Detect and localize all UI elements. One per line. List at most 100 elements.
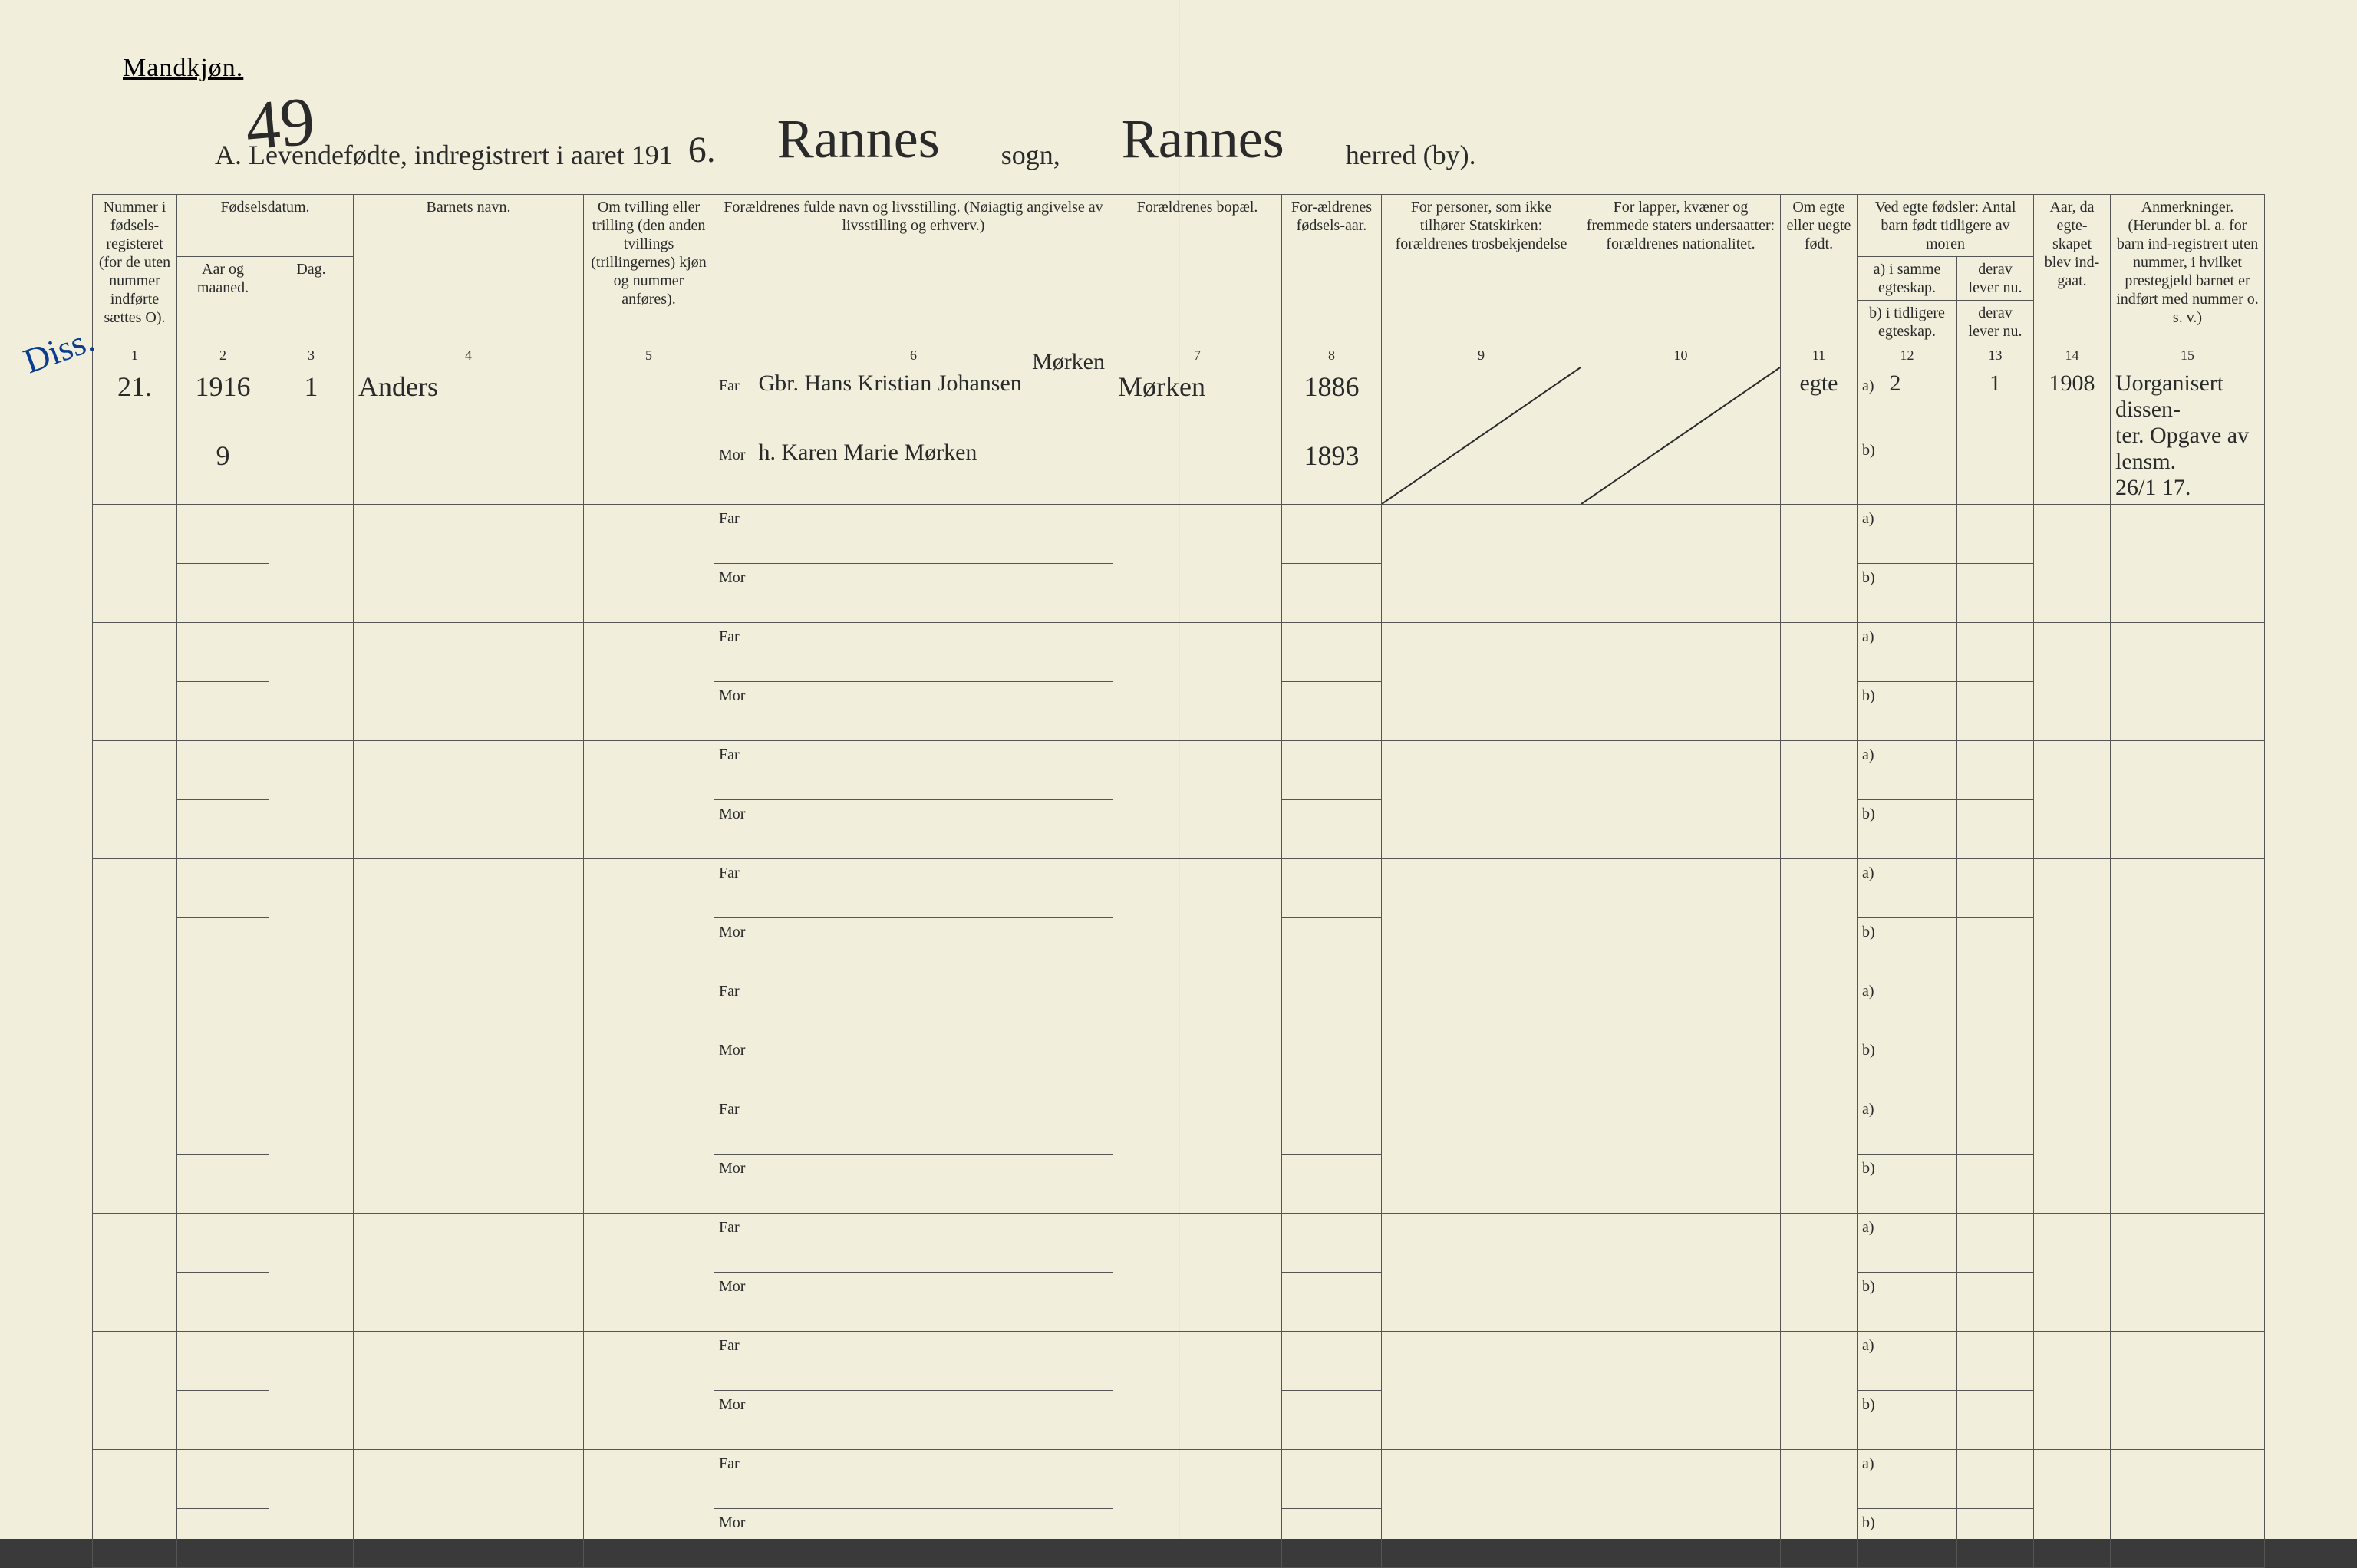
far-label: Far [719,510,754,528]
far-name: Gbr. Hans Kristian Johansen [759,371,1022,397]
col-number: 7 [1113,344,1282,367]
a-cell: a) [1858,505,1957,564]
empty-cell [1957,741,2034,800]
empty-row-far: Fara) [93,859,2265,918]
col-number: 11 [1781,344,1858,367]
empty-cell [2034,623,2111,741]
egteskap-aar: 1908 [2049,371,2095,396]
entry-row-far: 21. 1916 1 Anders Mørken Far Gbr. Hans K… [93,367,2265,436]
empty-row-far: Far a) [93,505,2265,564]
mor-cell: Mor [714,800,1113,859]
col-number: 3 [269,344,354,367]
empty-cell [1282,977,1382,1036]
empty-cell [1581,1450,1781,1568]
col-header: Om tvilling eller trilling (den anden tv… [584,195,714,344]
a-label: a) [1862,746,1885,764]
a-cell: a) [1858,1214,1957,1273]
col-header: Ved egte fødsler: Antal barn født tidlig… [1858,195,2034,257]
mor-cell: Mor [714,564,1113,623]
empty-cell [1113,1332,1282,1450]
empty-cell [1282,1509,1382,1568]
tros-cell [1382,367,1581,505]
empty-cell [269,977,354,1095]
empty-cell [1581,741,1781,859]
empty-cell [269,623,354,741]
empty-cell [1957,918,2034,977]
empty-cell [2034,741,2111,859]
col-header: Forældrenes bopæl. [1113,195,1282,344]
empty-cell [1957,1391,2034,1450]
empty-cell [269,859,354,977]
empty-cell [584,859,714,977]
far-cell: Far [714,505,1113,564]
empty-cell [354,505,584,623]
empty-cell [1282,505,1382,564]
mor-label: Mor [719,446,754,464]
empty-cell [177,741,269,800]
empty-cell [269,1450,354,1568]
a-label: a) [1862,1455,1885,1473]
empty-cell [1781,741,1858,859]
col-number: 14 [2034,344,2111,367]
b-label: b) [1862,687,1885,705]
empty-cell [1581,505,1781,623]
b-cell: b) [1858,436,1957,505]
empty-row-far: Far a) [93,1214,2265,1273]
empty-row-far: Far a) [93,1450,2265,1509]
empty-cell [177,1273,269,1332]
far-cell: Mørken Far Gbr. Hans Kristian Johansen [714,367,1113,436]
b-cell: b) [1858,564,1957,623]
a-label: a) [1862,510,1885,528]
empty-cell [2034,859,2111,977]
empty-cell [1957,1332,2034,1391]
empty-cell [1957,1036,2034,1095]
col-header: For-ældrenes fødsels-aar. [1282,195,1382,344]
empty-cell [1957,800,2034,859]
mor-cell: Mor h. Karen Marie Mørken [714,436,1113,505]
b-label: b) [1862,1278,1885,1296]
empty-cell [177,1450,269,1509]
empty-cell [1382,1214,1581,1332]
a-cell: a) [1858,1332,1957,1391]
empty-cell [177,918,269,977]
col-number: 1 [93,344,177,367]
empty-cell [1113,623,1282,741]
empty-cell [177,1155,269,1214]
col-header: Barnets navn. [354,195,584,344]
diagonal-line-icon [1581,367,1780,504]
empty-cell [1282,1450,1382,1509]
empty-cell [1957,1273,2034,1332]
empty-cell [1581,977,1781,1095]
empty-cell [1581,623,1781,741]
sogn-hw: Rannes [777,107,940,171]
far-cell: Far [714,1095,1113,1155]
empty-cell [177,977,269,1036]
col-header: For lapper, kvæner og fremmede staters u… [1581,195,1781,344]
col-subheader: b) i tidligere egteskap. [1858,301,1957,344]
empty-cell [1282,741,1382,800]
empty-cell [354,859,584,977]
empty-cell [584,1214,714,1332]
a-cell: a) 2 [1858,367,1957,436]
empty-cell [1781,977,1858,1095]
far-label: Far [719,1455,754,1473]
empty-cell [1781,1214,1858,1332]
empty-cell [177,800,269,859]
empty-cell [1581,1332,1781,1450]
empty-cell [584,1095,714,1214]
empty-row-far: Fara) [93,623,2265,682]
mor-cell: Mor [714,918,1113,977]
empty-cell [1382,623,1581,741]
a-label: a) [1862,377,1885,395]
empty-cell [1581,1095,1781,1214]
mor-label: Mor [719,924,754,941]
b-cell: b) [1858,918,1957,977]
far-cell: Far [714,1214,1113,1273]
empty-row-far: Fara) [93,977,2265,1036]
b-cell: b) [1858,800,1957,859]
empty-cell [1957,1095,2034,1155]
empty-cell [354,1450,584,1568]
a-cell: a) [1858,859,1957,918]
empty-cell [1282,564,1382,623]
empty-cell [2034,1332,2111,1450]
